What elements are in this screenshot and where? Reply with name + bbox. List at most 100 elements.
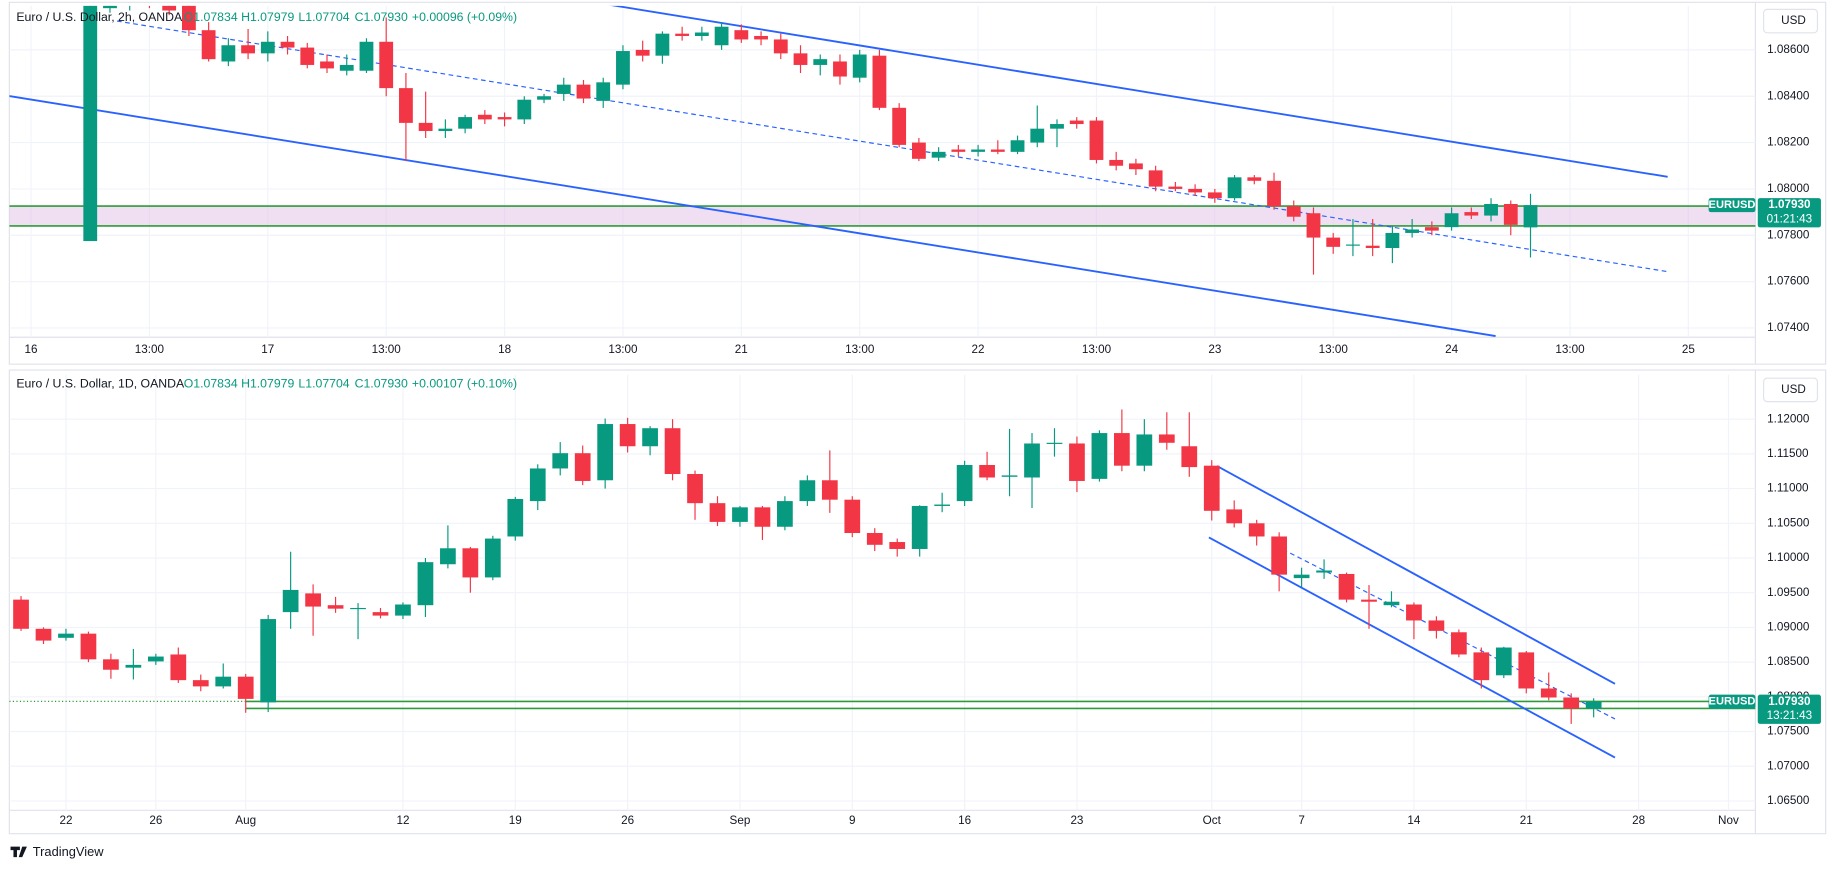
candle-body	[1464, 212, 1479, 216]
x-tick-label: 9	[849, 814, 856, 827]
y-tick-label: 1.08400	[1767, 89, 1810, 102]
brand: TradingView	[33, 844, 104, 859]
candle-body	[866, 533, 883, 545]
candle-body	[732, 507, 748, 522]
candle-body	[122, 5, 137, 6]
price-tag-label: 1.07930	[1768, 198, 1811, 211]
candle-body	[339, 64, 354, 71]
ohlc-value: H1.07979	[241, 376, 294, 390]
candle-body	[1365, 245, 1380, 249]
candle-body	[1148, 170, 1163, 187]
x-tick-label: 21	[1520, 814, 1533, 827]
candle-body	[709, 503, 726, 522]
candle-body	[517, 99, 532, 120]
candle-body	[529, 468, 546, 502]
candle-body	[1001, 475, 1018, 477]
candle-body	[813, 59, 828, 65]
candle-body	[777, 501, 793, 527]
ohlc-value: O1.07834	[184, 10, 238, 24]
candle-body	[1168, 186, 1183, 189]
candle-body	[215, 676, 232, 687]
candle-body	[552, 453, 569, 469]
trend-line	[610, 5, 1668, 178]
x-tick-label: 21	[735, 343, 748, 356]
candle-body	[359, 41, 374, 71]
candle-body	[714, 26, 729, 46]
candle-body	[979, 464, 995, 478]
price-tag-label: 1.07930	[1768, 695, 1811, 708]
candle-body	[350, 607, 366, 610]
candle-body	[192, 680, 209, 687]
candle-body	[597, 424, 614, 481]
trend-line	[9, 95, 1496, 337]
candle-body	[799, 480, 816, 502]
candle-body	[911, 142, 926, 159]
candle-body	[1227, 177, 1242, 199]
candle-body	[934, 504, 951, 506]
x-tick-label: 13:00	[1319, 343, 1349, 356]
y-tick-label: 1.10000	[1767, 551, 1810, 564]
candle-body	[1203, 465, 1220, 511]
candle-body	[616, 51, 630, 85]
candle-body	[1385, 232, 1400, 249]
channel-line	[1216, 465, 1616, 685]
candle-body	[1069, 443, 1085, 481]
chart-title: Euro / U.S. Dollar, 2h, OANDA	[16, 10, 183, 24]
candle-body	[833, 61, 847, 77]
candle-body	[1207, 192, 1222, 199]
x-tick-label: Oct	[1203, 814, 1222, 827]
candle-body	[1540, 688, 1557, 698]
candle-body	[1424, 227, 1439, 231]
panel-border	[8, 1, 1827, 365]
currency-button[interactable]	[1763, 377, 1819, 403]
symbol-tag-label: EURUSD	[1709, 696, 1756, 708]
candle-body	[619, 424, 636, 447]
x-tick-label: 25	[1682, 343, 1695, 356]
candle-body	[1495, 647, 1512, 676]
x-tick-label: 16	[958, 814, 971, 827]
candle-body	[1267, 180, 1281, 207]
x-tick-label: 13:00	[1082, 343, 1112, 356]
candle-body	[872, 55, 887, 108]
currency-button[interactable]	[1763, 8, 1819, 34]
y-tick-label: 1.12000	[1767, 412, 1810, 425]
ohlc-value: O1.07834	[184, 376, 238, 390]
candle-body	[282, 589, 299, 613]
candle-body	[484, 538, 501, 578]
y-tick-label: 1.09000	[1767, 620, 1810, 633]
candle-body	[1114, 433, 1130, 466]
candle-body	[971, 149, 985, 152]
ohlc-value: C1.07930	[355, 10, 408, 24]
candle-body	[1293, 574, 1310, 579]
candle-body	[372, 612, 389, 616]
candle-body	[556, 84, 571, 94]
candle-body	[280, 41, 295, 48]
candle-body	[1247, 177, 1262, 181]
x-tick-label: Nov	[1718, 814, 1739, 827]
countdown-label: 01:21:43	[1767, 212, 1812, 225]
candle-body	[260, 41, 275, 54]
candle-body	[1248, 523, 1265, 537]
candle-body	[1451, 632, 1467, 655]
candle-body	[379, 41, 394, 89]
panel-border	[8, 369, 1827, 835]
candle-body	[951, 149, 966, 152]
candle-body	[1518, 652, 1535, 689]
candle-body	[635, 49, 650, 56]
candle-body	[221, 45, 236, 62]
change-value: +0.00096 (+0.09%)	[412, 10, 517, 24]
candle-body	[237, 676, 254, 699]
change-value: +0.00107 (+0.10%)	[412, 376, 517, 390]
candle-body	[35, 628, 52, 641]
candle-body	[821, 480, 838, 500]
currency-label: USD	[1781, 14, 1806, 27]
candle-body	[1338, 573, 1355, 600]
y-tick-label: 1.09500	[1767, 586, 1810, 599]
footer: TradingView	[10, 844, 104, 859]
candle-body	[852, 54, 867, 78]
x-tick-label: 12	[396, 814, 409, 827]
price-tag	[1757, 198, 1821, 228]
candle-body	[889, 542, 906, 549]
